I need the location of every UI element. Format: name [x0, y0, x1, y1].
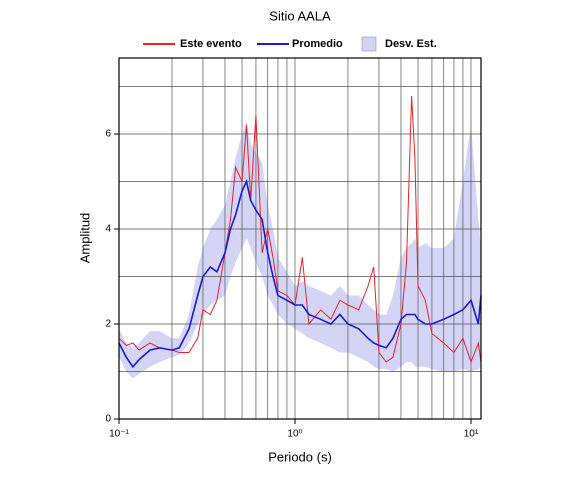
y-tick-label: 2 [105, 319, 111, 330]
y-tick-label: 0 [105, 414, 111, 425]
y-axis-label: Amplitud [77, 213, 92, 264]
legend-swatch [361, 36, 377, 52]
y-tick-label: 4 [105, 224, 111, 235]
x-tick-label: 10⁰ [287, 429, 302, 440]
x-tick-label: 10¹ [464, 429, 479, 440]
std-band [119, 124, 481, 379]
legend-label: Desv. Est. [385, 38, 437, 50]
plot-frame [118, 57, 482, 420]
legend-label: Este evento [180, 38, 242, 50]
x-axis-label: Periodo (s) [268, 449, 332, 464]
x-tick-label: 10⁻¹ [109, 429, 129, 440]
chart-title: Sitio AALA [269, 8, 331, 23]
y-tick-label: 6 [105, 129, 111, 140]
legend-label: Promedio [292, 38, 343, 50]
series-line [118, 179, 482, 369]
